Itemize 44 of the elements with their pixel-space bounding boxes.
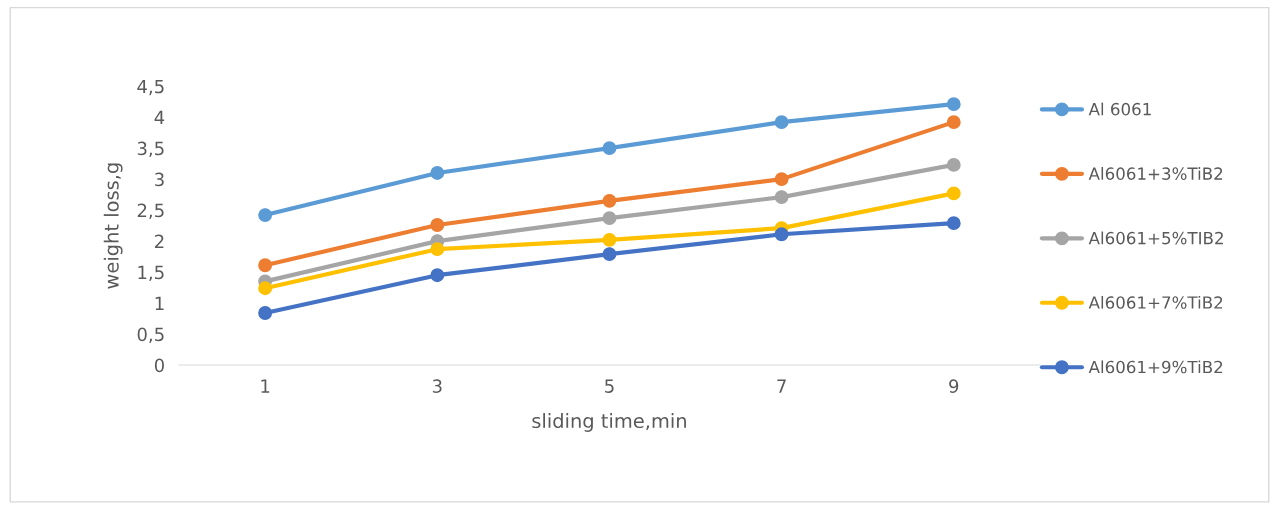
point (774, 115, 789, 130)
point (946, 216, 961, 231)
point (774, 190, 789, 205)
point (946, 97, 961, 112)
point (602, 211, 617, 226)
point (946, 157, 961, 172)
legend-label: Al6061+5%TIB2 (1088, 231, 1223, 245)
x-tick-label: 5 (605, 379, 614, 393)
y-tick-label: 4 (154, 110, 165, 125)
legend-label: Al6061+7%TiB2 (1088, 295, 1223, 309)
legend-label: Al6061+3%TiB2 (1088, 167, 1223, 180)
legend-label: Al 6061 (1088, 102, 1151, 116)
y-tick-label: 3,5 (137, 141, 164, 158)
legend-label: Al6061+9%TiB2 (1088, 360, 1223, 374)
point (258, 281, 273, 296)
point (258, 258, 273, 273)
y-tick-label: 2 (155, 234, 164, 248)
x-tick-label: 1 (261, 379, 270, 393)
y-tick-label: 1 (155, 296, 164, 310)
x-tick-label: 7 (777, 379, 786, 393)
y-tick-label: 2,5 (137, 203, 164, 220)
x-axis-title: sliding time,min (532, 413, 686, 432)
y-axis-title: weight loss,g (103, 163, 123, 289)
y-tick-label: 4,5 (137, 79, 164, 96)
point (258, 306, 273, 320)
x-tick-label: 3 (432, 379, 442, 393)
point (258, 208, 273, 223)
point (774, 172, 789, 187)
point (430, 218, 445, 232)
y-tick-label: 0,5 (137, 327, 164, 344)
point (774, 227, 789, 242)
point (430, 165, 445, 180)
point (946, 186, 961, 201)
y-tick-label: 1,5 (138, 265, 164, 282)
point (946, 115, 961, 130)
y-tick-label: 0 (154, 358, 164, 373)
point (602, 232, 617, 247)
point (430, 242, 445, 257)
point (602, 141, 617, 156)
y-tick-label: 3 (155, 172, 164, 187)
point (430, 268, 445, 283)
point (602, 193, 617, 208)
x-tick-label: 9 (949, 379, 959, 393)
point (602, 247, 617, 262)
